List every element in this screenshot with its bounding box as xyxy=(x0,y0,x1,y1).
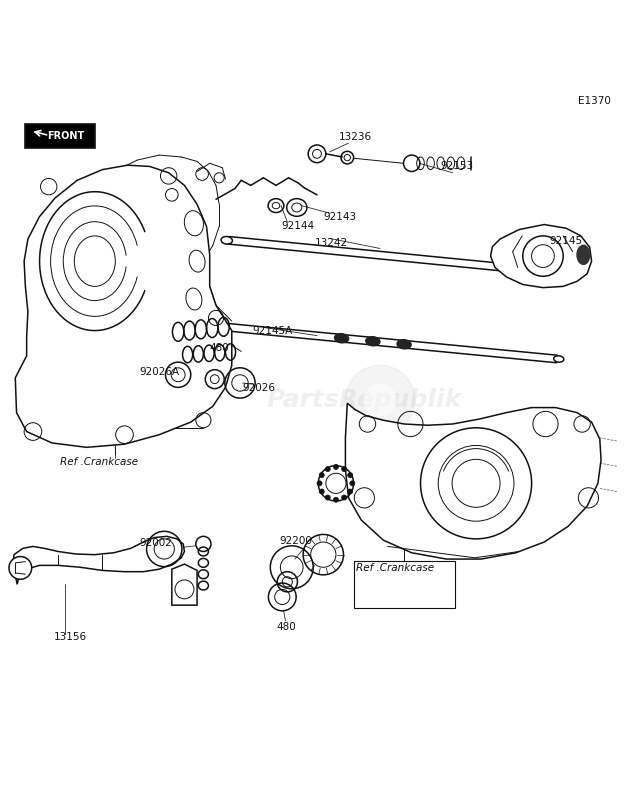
Text: Ref .Crankcase: Ref .Crankcase xyxy=(356,563,434,573)
Polygon shape xyxy=(491,225,592,288)
Polygon shape xyxy=(346,403,601,559)
Circle shape xyxy=(319,473,324,478)
Ellipse shape xyxy=(577,246,590,264)
Text: E1370: E1370 xyxy=(578,96,611,106)
Text: 92200: 92200 xyxy=(279,537,312,546)
Text: 92145A: 92145A xyxy=(252,326,293,336)
Circle shape xyxy=(196,536,211,551)
Polygon shape xyxy=(13,536,184,584)
Text: 13242: 13242 xyxy=(315,238,348,248)
Circle shape xyxy=(333,464,339,470)
Text: 13236: 13236 xyxy=(339,133,372,142)
Circle shape xyxy=(333,498,339,502)
Text: 92153: 92153 xyxy=(440,162,473,171)
Text: 92026: 92026 xyxy=(243,383,276,393)
Text: 92002: 92002 xyxy=(139,538,172,548)
Ellipse shape xyxy=(397,340,411,349)
Circle shape xyxy=(319,489,324,494)
Circle shape xyxy=(325,495,330,500)
Circle shape xyxy=(9,557,32,579)
Text: 92145: 92145 xyxy=(549,236,583,246)
Circle shape xyxy=(347,489,353,494)
Polygon shape xyxy=(172,564,197,605)
Text: 480: 480 xyxy=(210,343,230,353)
Circle shape xyxy=(365,384,396,416)
Circle shape xyxy=(342,466,347,472)
Text: PartsRepublik: PartsRepublik xyxy=(266,388,462,412)
Ellipse shape xyxy=(366,337,380,346)
Circle shape xyxy=(347,473,353,478)
Text: 92143: 92143 xyxy=(323,212,356,222)
Circle shape xyxy=(325,466,330,472)
Text: 92026A: 92026A xyxy=(139,366,179,377)
Polygon shape xyxy=(15,165,232,447)
Circle shape xyxy=(346,366,415,434)
Text: FRONT: FRONT xyxy=(47,130,84,141)
Ellipse shape xyxy=(335,334,349,342)
Circle shape xyxy=(350,481,355,486)
FancyBboxPatch shape xyxy=(354,561,455,608)
Circle shape xyxy=(342,495,347,500)
Text: 480: 480 xyxy=(276,622,295,632)
Circle shape xyxy=(317,481,322,486)
Text: Ref .Crankcase: Ref .Crankcase xyxy=(60,457,138,467)
Circle shape xyxy=(403,155,420,171)
FancyBboxPatch shape xyxy=(25,123,95,147)
Text: 13156: 13156 xyxy=(54,632,87,642)
Text: 92144: 92144 xyxy=(281,221,314,230)
